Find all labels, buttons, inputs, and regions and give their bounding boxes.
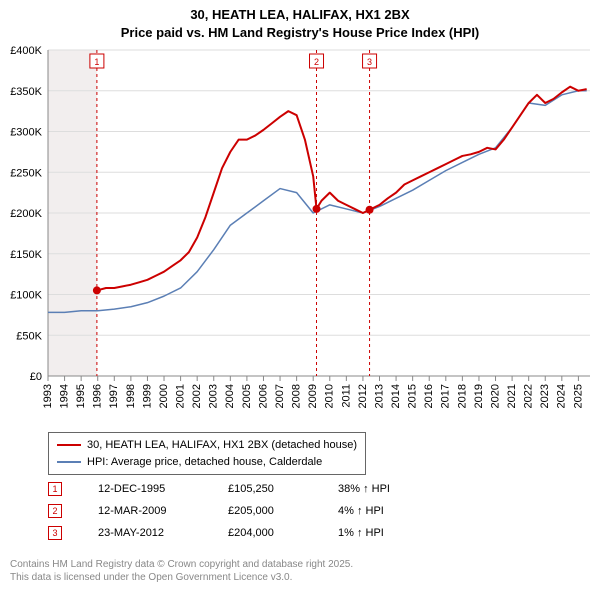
markers-table: 1 12-DEC-1995 £105,250 38% ↑ HPI 2 12-MA… xyxy=(48,478,390,544)
footer-line-1: Contains HM Land Registry data © Crown c… xyxy=(10,558,353,571)
svg-text:1994: 1994 xyxy=(58,384,70,408)
svg-text:2005: 2005 xyxy=(241,384,253,408)
svg-text:2020: 2020 xyxy=(489,384,501,408)
chart-container: 30, HEATH LEA, HALIFAX, HX1 2BX Price pa… xyxy=(0,0,600,590)
svg-text:2013: 2013 xyxy=(373,384,385,408)
svg-text:2000: 2000 xyxy=(158,384,170,408)
svg-text:3: 3 xyxy=(367,57,372,67)
svg-text:2018: 2018 xyxy=(456,384,468,408)
footer: Contains HM Land Registry data © Crown c… xyxy=(10,558,353,584)
legend-item-price-paid: 30, HEATH LEA, HALIFAX, HX1 2BX (detache… xyxy=(57,437,357,454)
marker-row-1: 1 12-DEC-1995 £105,250 38% ↑ HPI xyxy=(48,478,390,500)
marker-date-2: 12-MAR-2009 xyxy=(98,505,228,517)
svg-text:£100K: £100K xyxy=(10,290,42,302)
svg-text:2012: 2012 xyxy=(357,384,369,408)
svg-text:2007: 2007 xyxy=(274,384,286,408)
svg-text:2016: 2016 xyxy=(423,384,435,408)
marker-delta-2: 4% ↑ HPI xyxy=(338,505,384,517)
marker-date-1: 12-DEC-1995 xyxy=(98,483,228,495)
svg-text:2025: 2025 xyxy=(572,384,584,408)
legend-swatch-price-paid xyxy=(57,444,81,446)
title-line-1: 30, HEATH LEA, HALIFAX, HX1 2BX xyxy=(0,6,600,24)
marker-price-3: £204,000 xyxy=(228,527,338,539)
marker-price-1: £105,250 xyxy=(228,483,338,495)
svg-text:£0: £0 xyxy=(30,371,42,383)
marker-badge-3: 3 xyxy=(48,526,62,540)
svg-text:2003: 2003 xyxy=(208,384,220,408)
svg-text:1: 1 xyxy=(94,57,99,67)
marker-badge-1: 1 xyxy=(48,482,62,496)
svg-text:2001: 2001 xyxy=(175,384,187,408)
svg-text:2024: 2024 xyxy=(556,384,568,408)
chart: £0 £50K £100K £150K £200K £250K £300K £350K £400… xyxy=(0,44,600,424)
marker-row-2: 2 12-MAR-2009 £205,000 4% ↑ HPI xyxy=(48,500,390,522)
marker-badge-2: 2 xyxy=(48,504,62,518)
marker-delta-1: 38% ↑ HPI xyxy=(338,483,390,495)
svg-text:2023: 2023 xyxy=(539,384,551,408)
marker-price-2: £205,000 xyxy=(228,505,338,517)
svg-text:2017: 2017 xyxy=(440,384,452,408)
marker-row-3: 3 23-MAY-2012 £204,000 1% ↑ HPI xyxy=(48,522,390,544)
svg-text:2009: 2009 xyxy=(307,384,319,408)
svg-text:2014: 2014 xyxy=(390,384,402,408)
footer-line-2: This data is licensed under the Open Gov… xyxy=(10,571,353,584)
svg-text:2006: 2006 xyxy=(257,384,269,408)
svg-text:2021: 2021 xyxy=(506,384,518,408)
legend: 30, HEATH LEA, HALIFAX, HX1 2BX (detache… xyxy=(48,432,366,475)
svg-text:£350K: £350K xyxy=(10,86,42,98)
svg-text:1999: 1999 xyxy=(141,384,153,408)
marker-date-3: 23-MAY-2012 xyxy=(98,527,228,539)
svg-text:1996: 1996 xyxy=(92,384,104,408)
legend-item-hpi: HPI: Average price, detached house, Cald… xyxy=(57,454,357,471)
svg-text:2011: 2011 xyxy=(340,384,352,408)
svg-text:2015: 2015 xyxy=(407,384,419,408)
svg-text:1995: 1995 xyxy=(75,384,87,408)
svg-text:2019: 2019 xyxy=(473,384,485,408)
svg-text:£400K: £400K xyxy=(10,45,42,57)
svg-text:2002: 2002 xyxy=(191,384,203,408)
svg-text:1993: 1993 xyxy=(42,384,54,408)
svg-text:2010: 2010 xyxy=(324,384,336,408)
svg-text:£50K: £50K xyxy=(16,330,42,342)
svg-text:2008: 2008 xyxy=(291,384,303,408)
marker-delta-3: 1% ↑ HPI xyxy=(338,527,384,539)
title-line-2: Price paid vs. HM Land Registry's House … xyxy=(0,24,600,42)
svg-text:£250K: £250K xyxy=(10,167,42,179)
chart-svg: £0 £50K £100K £150K £200K £250K £300K £350K £400… xyxy=(0,44,600,424)
svg-text:£150K: £150K xyxy=(10,249,42,261)
svg-text:£300K: £300K xyxy=(10,127,42,139)
svg-text:2: 2 xyxy=(314,57,319,67)
svg-text:£200K: £200K xyxy=(10,208,42,220)
legend-label-hpi: HPI: Average price, detached house, Cald… xyxy=(87,454,322,471)
legend-swatch-hpi xyxy=(57,461,81,463)
title-block: 30, HEATH LEA, HALIFAX, HX1 2BX Price pa… xyxy=(0,0,600,41)
legend-label-price-paid: 30, HEATH LEA, HALIFAX, HX1 2BX (detache… xyxy=(87,437,357,454)
svg-text:1997: 1997 xyxy=(108,384,120,408)
svg-text:2022: 2022 xyxy=(523,384,535,408)
svg-text:2004: 2004 xyxy=(224,384,236,408)
svg-text:1998: 1998 xyxy=(125,384,137,408)
